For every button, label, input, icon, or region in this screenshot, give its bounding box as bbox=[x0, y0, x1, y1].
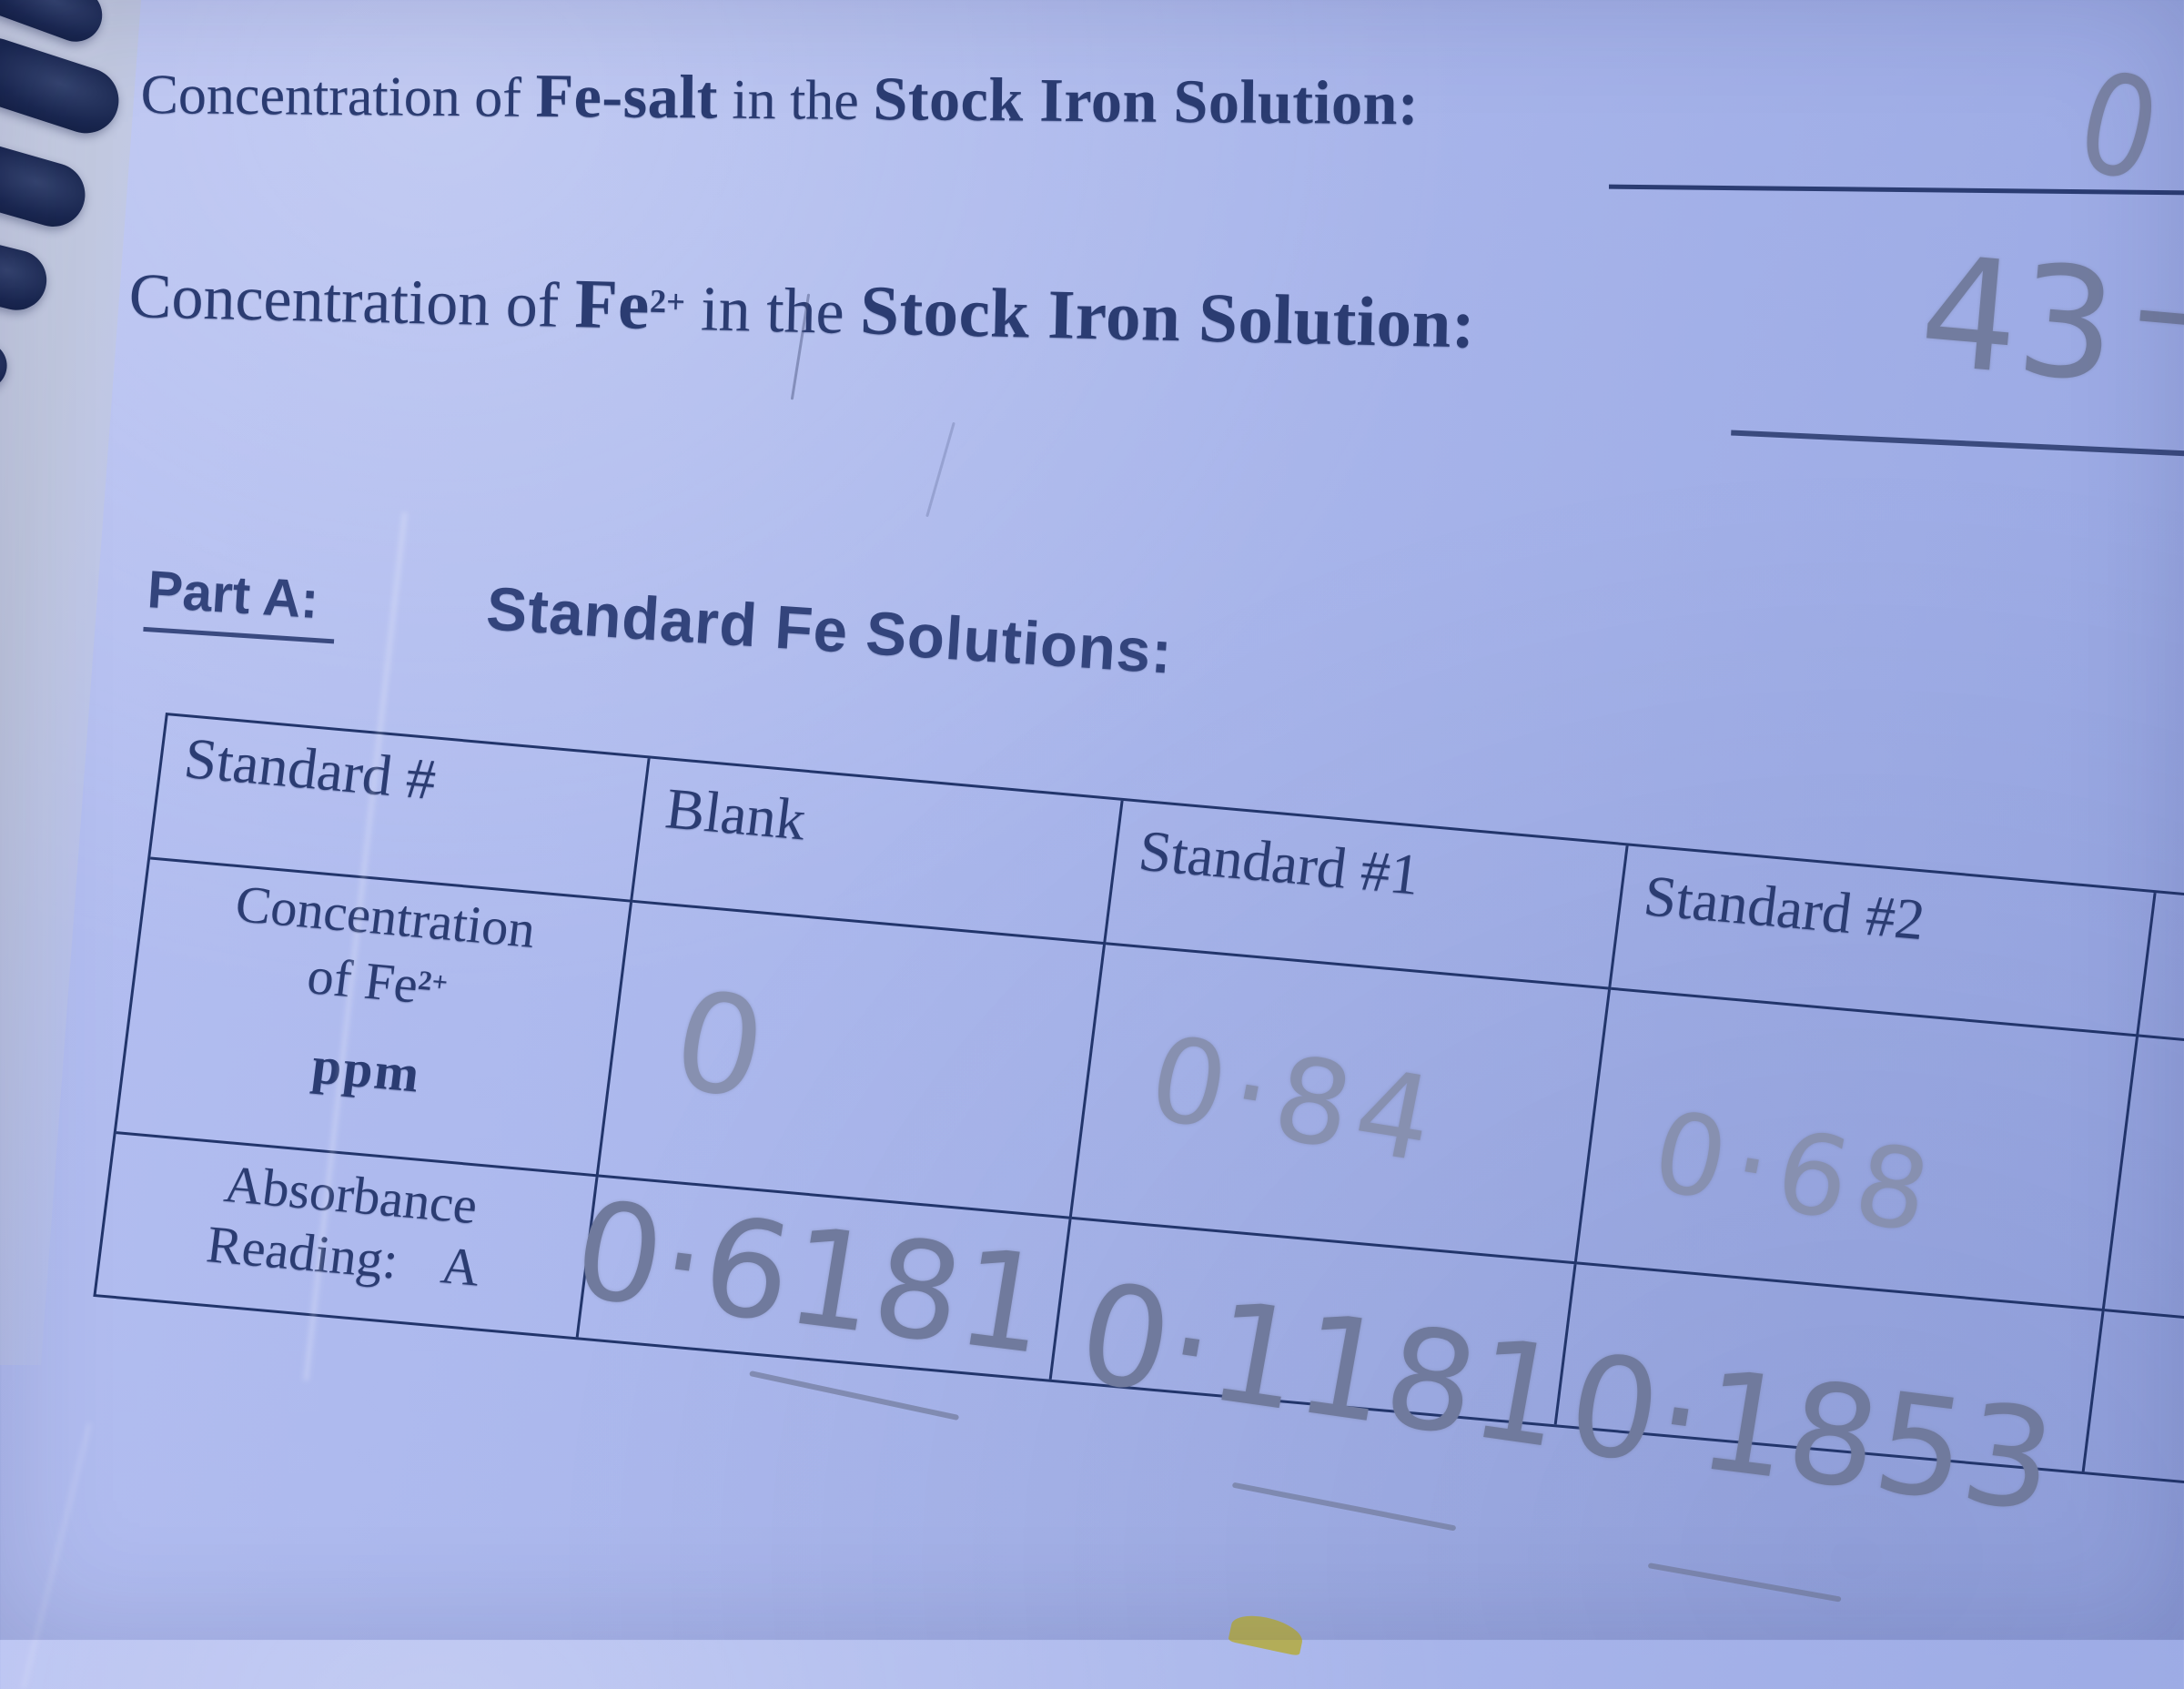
handwritten-concentration-std2: 0·68 bbox=[1643, 1087, 1949, 1259]
label-ppm: ppm bbox=[308, 1035, 425, 1104]
handwritten-absorbance-std1: 0·1181 bbox=[1067, 1252, 1577, 1480]
cell-concentration-blank: 0 bbox=[598, 902, 1106, 1219]
part-a-label: Part A: bbox=[143, 558, 339, 644]
section-title: Standard Fe Solutions: bbox=[484, 574, 1175, 687]
handwritten-underline bbox=[1231, 1482, 1457, 1532]
line1-stock-iron-solution: Stock Iron Solution: bbox=[873, 64, 1420, 138]
fe-superscript: 2+ bbox=[416, 964, 450, 998]
fe-salt-concentration-line: Concentration of Fe-salt in the Stock Ir… bbox=[140, 56, 1419, 139]
line1-fe-salt: Fe-salt bbox=[535, 60, 719, 132]
handwritten-43: 43 bbox=[1913, 222, 2123, 417]
standards-table: Standard # Blank Standard #1 Standard #2… bbox=[93, 713, 2184, 1603]
handwritten-dash: – bbox=[2126, 215, 2184, 399]
handwritten-absorbance-std2: 0·1853 bbox=[1557, 1323, 2066, 1543]
pencil-scratch bbox=[925, 421, 956, 518]
handwritten-concentration-std1: 0·84 bbox=[1138, 1011, 1451, 1190]
standards-table-grid: Standard # Blank Standard #1 Standard #2… bbox=[93, 713, 2184, 1603]
handwritten-underline bbox=[749, 1370, 960, 1421]
line2-text: in the bbox=[683, 273, 862, 349]
cell-concentration-std2: 0·68 bbox=[1576, 989, 2138, 1312]
answer-blank-underline bbox=[1731, 430, 2184, 457]
section-heading: Part A: Standard Fe Solutions: bbox=[143, 551, 1175, 698]
paper-crease bbox=[21, 1422, 92, 1689]
line1-text: in the bbox=[717, 68, 874, 133]
handwritten-concentration-blank: 0 bbox=[662, 962, 776, 1130]
line1-text: Concentration of bbox=[140, 63, 536, 129]
line2-fe: Fe bbox=[573, 264, 651, 344]
handwritten-underline bbox=[1647, 1563, 1842, 1603]
line2-text: Concentration of bbox=[128, 260, 576, 342]
handwritten-fe2plus-value: 43– bbox=[1913, 215, 2184, 425]
row-label-concentration: Concentration of Fe2+ ppm bbox=[116, 859, 632, 1178]
handwritten-fe-salt-value: 0 bbox=[2064, 40, 2174, 214]
line2-fe-superscript: 2+ bbox=[649, 282, 686, 320]
cell-concentration-std1: 0·84 bbox=[1071, 945, 1611, 1265]
label-symbol-a: A bbox=[438, 1235, 483, 1298]
fe2plus-concentration-line: Concentration of Fe2+ in the Stock Iron … bbox=[128, 253, 1476, 365]
line2-stock-iron-solution: Stock Iron Solution: bbox=[859, 270, 1477, 363]
yellow-object-edge bbox=[1228, 1611, 1306, 1656]
